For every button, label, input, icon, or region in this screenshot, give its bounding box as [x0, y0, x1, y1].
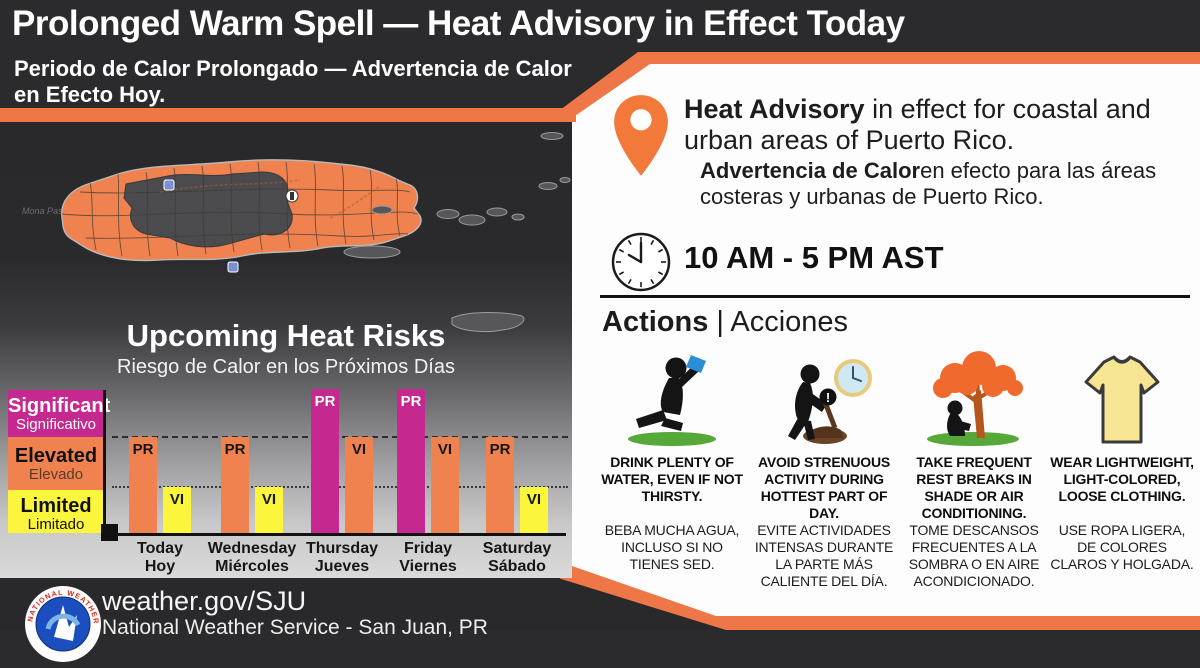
risk-bar-vi-today: VI [163, 487, 191, 533]
risk-bar-vi-thursday: VI [345, 437, 373, 533]
action-item: WEAR LIGHTWEIGHT, LIGHT-COLORED, LOOSE C… [1048, 350, 1196, 572]
clock-ticks [616, 237, 666, 287]
bar-region-label: VI [437, 441, 453, 458]
bar-region-label: PR [132, 441, 154, 458]
risk-bar-pr-wednesday: PR [221, 437, 249, 533]
page-subtitle-es: Periodo de Calor Prolongado — Advertenci… [14, 56, 572, 107]
bar-region-label: PR [489, 441, 511, 458]
advisory-text-en: Heat Advisory in effect for coastal and … [684, 94, 1151, 156]
action-item: ! AVOID STRENUOUS ACTIVITY DURING HOTTES… [750, 350, 898, 589]
chart-origin-marker [101, 524, 118, 541]
bar-region-label: VI [351, 441, 367, 458]
day-label: Saturday Sábado [482, 540, 552, 576]
day-label: Today Hoy [137, 540, 183, 576]
risk-bar-vi-saturday: VI [520, 487, 548, 533]
advisory-time: 10 AM - 5 PM AST [684, 240, 944, 275]
nws-logo: NATIONAL WEATHER SERVICE [21, 578, 102, 668]
highway-shield-icons [163, 179, 299, 273]
advisory-text-es: Advertencia de Caloren efecto para las á… [700, 158, 1157, 210]
risk-bars-layer: PR VI Today Hoy PR VI Wednesday Miércoles PR VI Th… [0, 122, 572, 578]
virgin-islands-group [343, 132, 571, 333]
map-and-chart-area: Mona Passage [0, 122, 572, 578]
light-clothing-icon [1048, 350, 1196, 446]
clock-hands [627, 241, 643, 264]
chart-subtitle: Riesgo de Calor en los Próximos Días [117, 356, 455, 378]
rest-in-shade-icon [900, 350, 1048, 446]
chart-title: Upcoming Heat Risks [126, 318, 446, 353]
actions-heading: Actions | Acciones [602, 306, 849, 338]
avoid-strenuous-activity-icon: ! [750, 350, 898, 446]
chart-x-axis [103, 533, 566, 536]
actions-divider [600, 295, 1190, 298]
vieques-island [343, 245, 401, 259]
day-label: Wednesday Miércoles [207, 540, 297, 576]
clock-icon [610, 231, 672, 298]
right-panel-background [572, 64, 1200, 616]
bar-region-label: PR [400, 393, 422, 410]
action-item: TAKE FREQUENT REST BREAKS IN SHADE OR AI… [900, 350, 1048, 589]
puerto-rico-advisory-map: Mona Passage [22, 132, 571, 333]
footer-url: weather.gov/SJU [102, 586, 307, 616]
risk-bar-vi-friday: VI [431, 437, 459, 533]
location-pin-icon [613, 94, 669, 183]
mountain-ridge-texture [159, 179, 381, 219]
chart-y-axis [103, 390, 106, 536]
risk-bar-pr-friday: PR [397, 389, 425, 533]
elevated-threshold-line [112, 486, 568, 488]
legend-limited: Limited Limitado [8, 490, 104, 533]
svg-text:!: ! [826, 390, 830, 405]
risk-bar-pr-thursday: PR [311, 389, 339, 533]
risk-bar-pr-saturday: PR [486, 437, 514, 533]
culebra-island [371, 205, 393, 215]
bar-region-label: VI [261, 491, 277, 508]
action-item: DRINK PLENTY OF WATER, EVEN IF NOT THIRS… [598, 350, 746, 572]
risk-bar-pr-today: PR [129, 437, 157, 533]
page-title: Prolonged Warm Spell — Heat Advisory in … [12, 4, 905, 43]
mona-passage-label: Mona Passage [22, 206, 82, 216]
footer-org: National Weather Service - San Juan, PR [102, 616, 488, 639]
legend-elevated: Elevated Elevado [8, 437, 104, 490]
drink-water-icon [598, 350, 746, 446]
bar-region-label: PR [314, 393, 336, 410]
st-croix-island [451, 312, 525, 333]
risk-bar-vi-wednesday: VI [255, 487, 283, 533]
bar-region-label: VI [526, 491, 542, 508]
day-label: Thursday Jueves [305, 540, 378, 576]
left-orange-divider [0, 108, 576, 122]
significant-threshold-line [112, 436, 568, 438]
day-label: Friday Viernes [399, 540, 457, 576]
legend-significant: Significant Significativo [8, 390, 110, 437]
bar-region-label: VI [169, 491, 185, 508]
bar-region-label: PR [224, 441, 246, 458]
